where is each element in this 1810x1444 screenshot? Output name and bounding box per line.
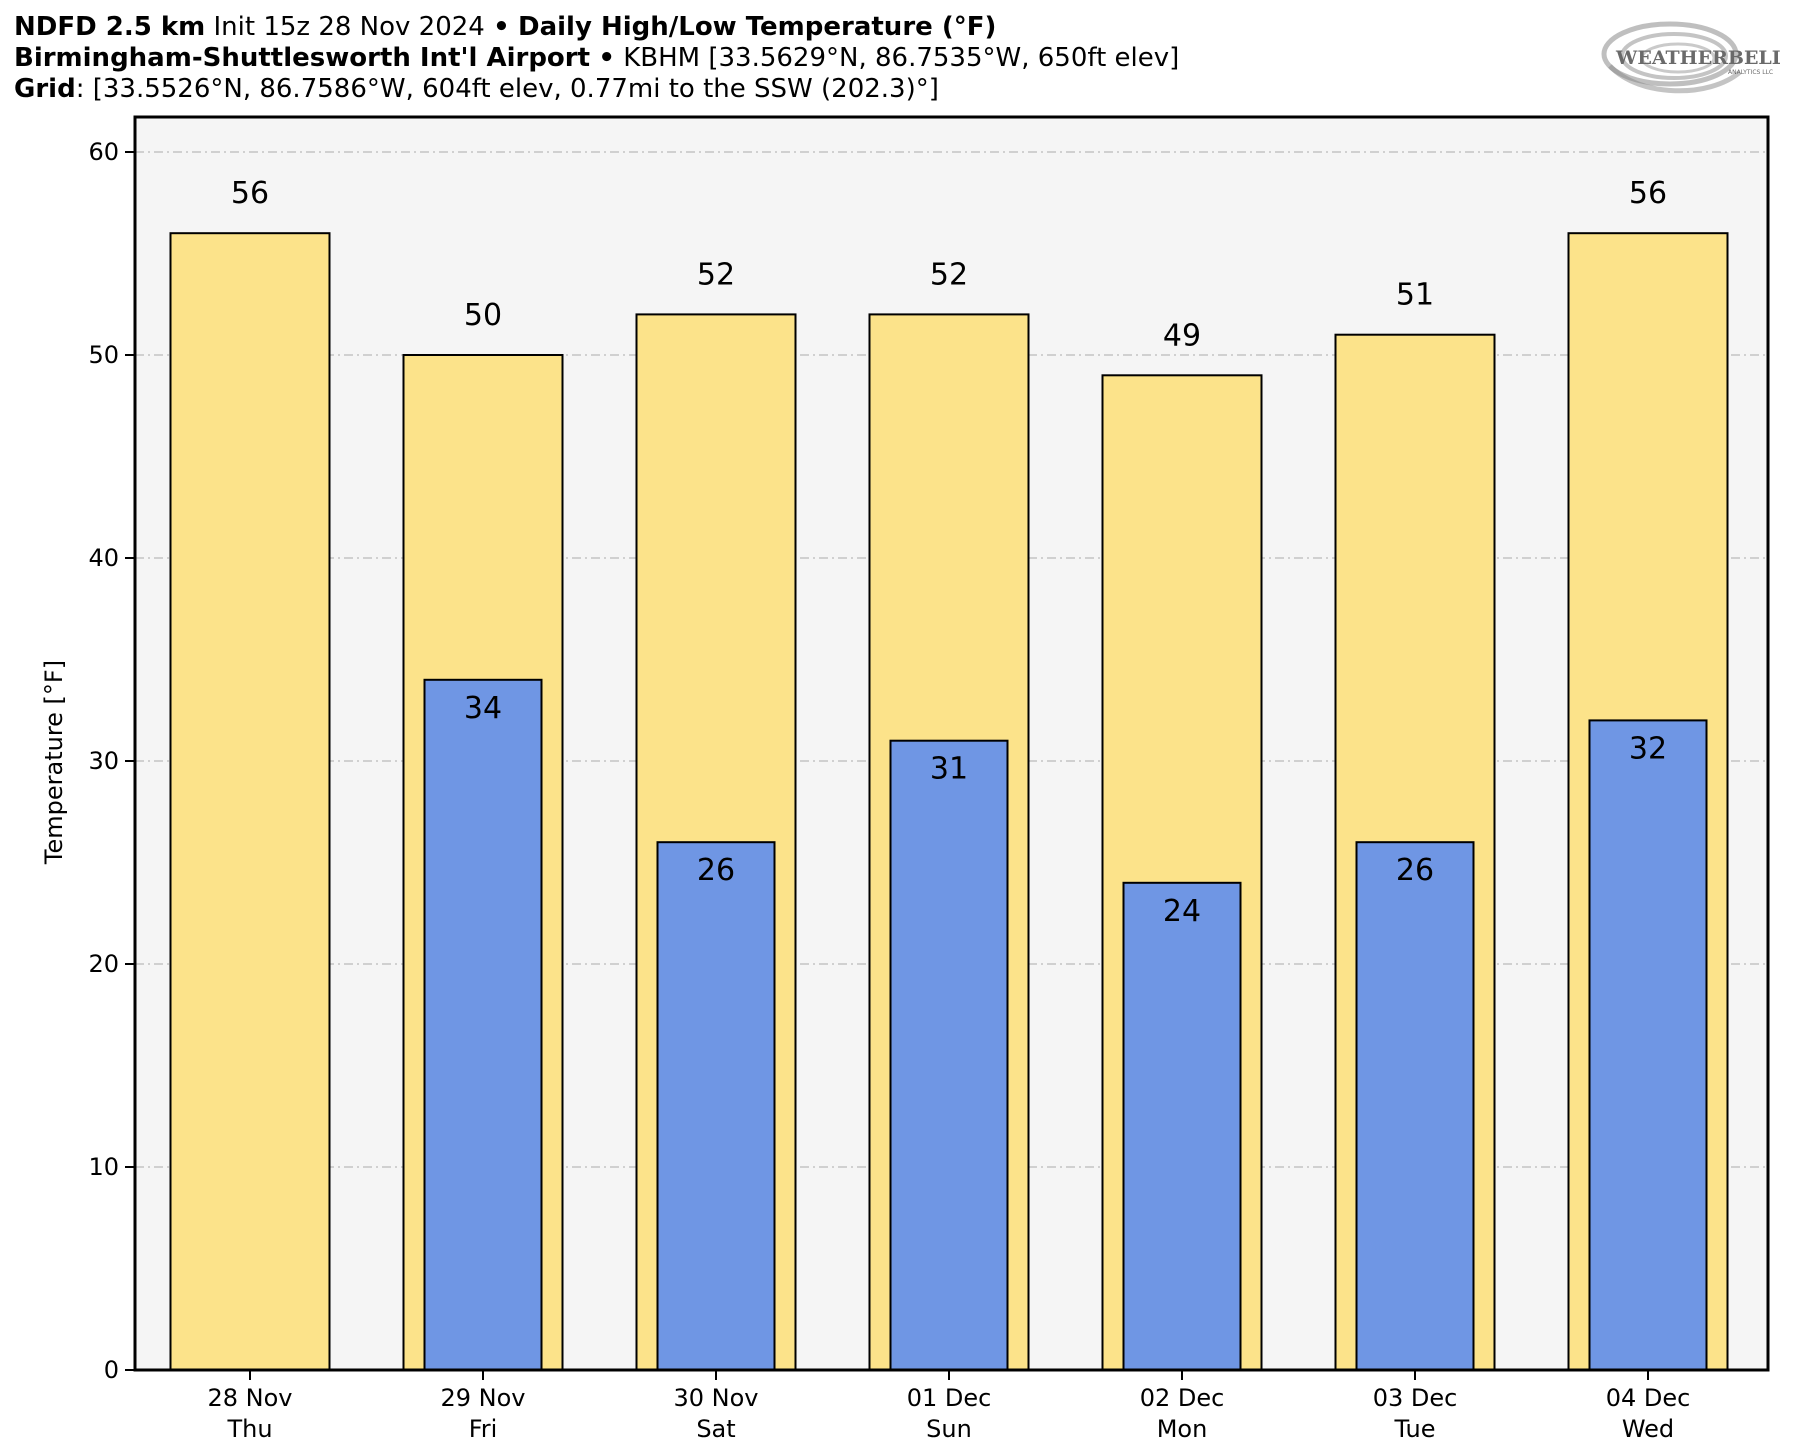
x-tick-label-date: 04 Dec <box>1606 1384 1691 1412</box>
x-tick-label-date: 29 Nov <box>440 1384 525 1412</box>
low-bar <box>656 841 776 1371</box>
bars: 56 50 34 52 26 52 31 49 24 51 26 56 32 <box>169 176 1729 1372</box>
low-value-label: 26 <box>697 853 735 888</box>
high-value-label: 51 <box>1396 278 1434 313</box>
high-value-label: 52 <box>697 257 735 292</box>
x-tick-label-date: 02 Dec <box>1140 1384 1225 1412</box>
y-tick-label: 10 <box>88 1153 119 1181</box>
plot-frame <box>133 115 1770 1372</box>
high-value-label: 49 <box>1163 318 1201 353</box>
header-line-1: NDFD 2.5 km Init 15z 28 Nov 2024 • Daily… <box>14 12 1574 43</box>
low-value-label: 32 <box>1629 731 1667 766</box>
x-tick-label-day: Thu <box>226 1415 272 1443</box>
y-tick-label: 0 <box>104 1356 119 1384</box>
x-tick-label-day: Mon <box>1157 1415 1208 1443</box>
grid-info: : [33.5526°N, 86.7586°W, 604ft elev, 0.7… <box>75 74 939 104</box>
x-tick-label-day: Tue <box>1394 1415 1436 1443</box>
station-info: KBHM [33.5629°N, 86.7535°W, 650ft elev] <box>623 43 1180 73</box>
header-line-2: Birmingham-Shuttlesworth Int'l Airport •… <box>14 43 1574 74</box>
y-tick-label: 30 <box>88 747 119 775</box>
high-value-label: 50 <box>464 298 502 333</box>
init-time: Init 15z 28 Nov 2024 <box>213 12 485 42</box>
x-tick-label-date: 03 Dec <box>1373 1384 1458 1412</box>
x-tick-label-day: Wed <box>1622 1415 1674 1443</box>
separator: • <box>493 12 510 42</box>
low-value-label: 34 <box>464 691 502 726</box>
logo-text: WEATHERBELL <box>1615 47 1780 69</box>
low-value-label: 26 <box>1396 853 1434 888</box>
y-tick-label: 60 <box>88 138 119 166</box>
y-tick-label: 20 <box>88 950 119 978</box>
x-tick-label-day: Fri <box>469 1415 498 1443</box>
low-bar <box>1122 881 1242 1371</box>
x-tick-label-date: 01 Dec <box>907 1384 992 1412</box>
weatherbell-logo: WEATHERBELL ANALYTICS LLC <box>1601 21 1780 94</box>
high-bar <box>169 232 331 1372</box>
y-tick-label: 40 <box>88 544 119 572</box>
y-tick-label: 50 <box>88 341 119 369</box>
x-tick-label-day: Sun <box>926 1415 972 1443</box>
low-bar <box>889 739 1009 1371</box>
axes: 0 10 20 30 40 50 60 28 Nov Thu 29 Nov Fri 30 Nov Sat… <box>88 138 1690 1443</box>
low-bar <box>423 678 543 1371</box>
logo-subtext: ANALYTICS LLC <box>1728 69 1773 76</box>
low-value-label: 31 <box>930 752 968 787</box>
low-bar <box>1355 841 1475 1371</box>
high-value-label: 56 <box>231 176 269 211</box>
low-bar <box>1588 719 1708 1371</box>
product-title: Daily High/Low Temperature (°F) <box>518 12 997 42</box>
grid-label: Grid <box>14 74 76 104</box>
header-line-3: Grid: [33.5526°N, 86.7586°W, 604ft elev,… <box>14 74 1574 105</box>
x-tick-label-date: 28 Nov <box>207 1384 292 1412</box>
x-tick-label-date: 30 Nov <box>673 1384 758 1412</box>
chart-header: NDFD 2.5 km Init 15z 28 Nov 2024 • Daily… <box>14 12 1574 105</box>
x-tick-label-day: Sat <box>696 1415 735 1443</box>
high-value-label: 52 <box>930 257 968 292</box>
y-axis-label: Temperature [°F] <box>40 660 68 865</box>
high-value-label: 56 <box>1629 176 1667 211</box>
separator: • <box>598 43 615 73</box>
model-name: NDFD 2.5 km <box>14 12 206 42</box>
station-name: Birmingham-Shuttlesworth Int'l Airport <box>14 43 591 73</box>
low-value-label: 24 <box>1163 894 1201 929</box>
